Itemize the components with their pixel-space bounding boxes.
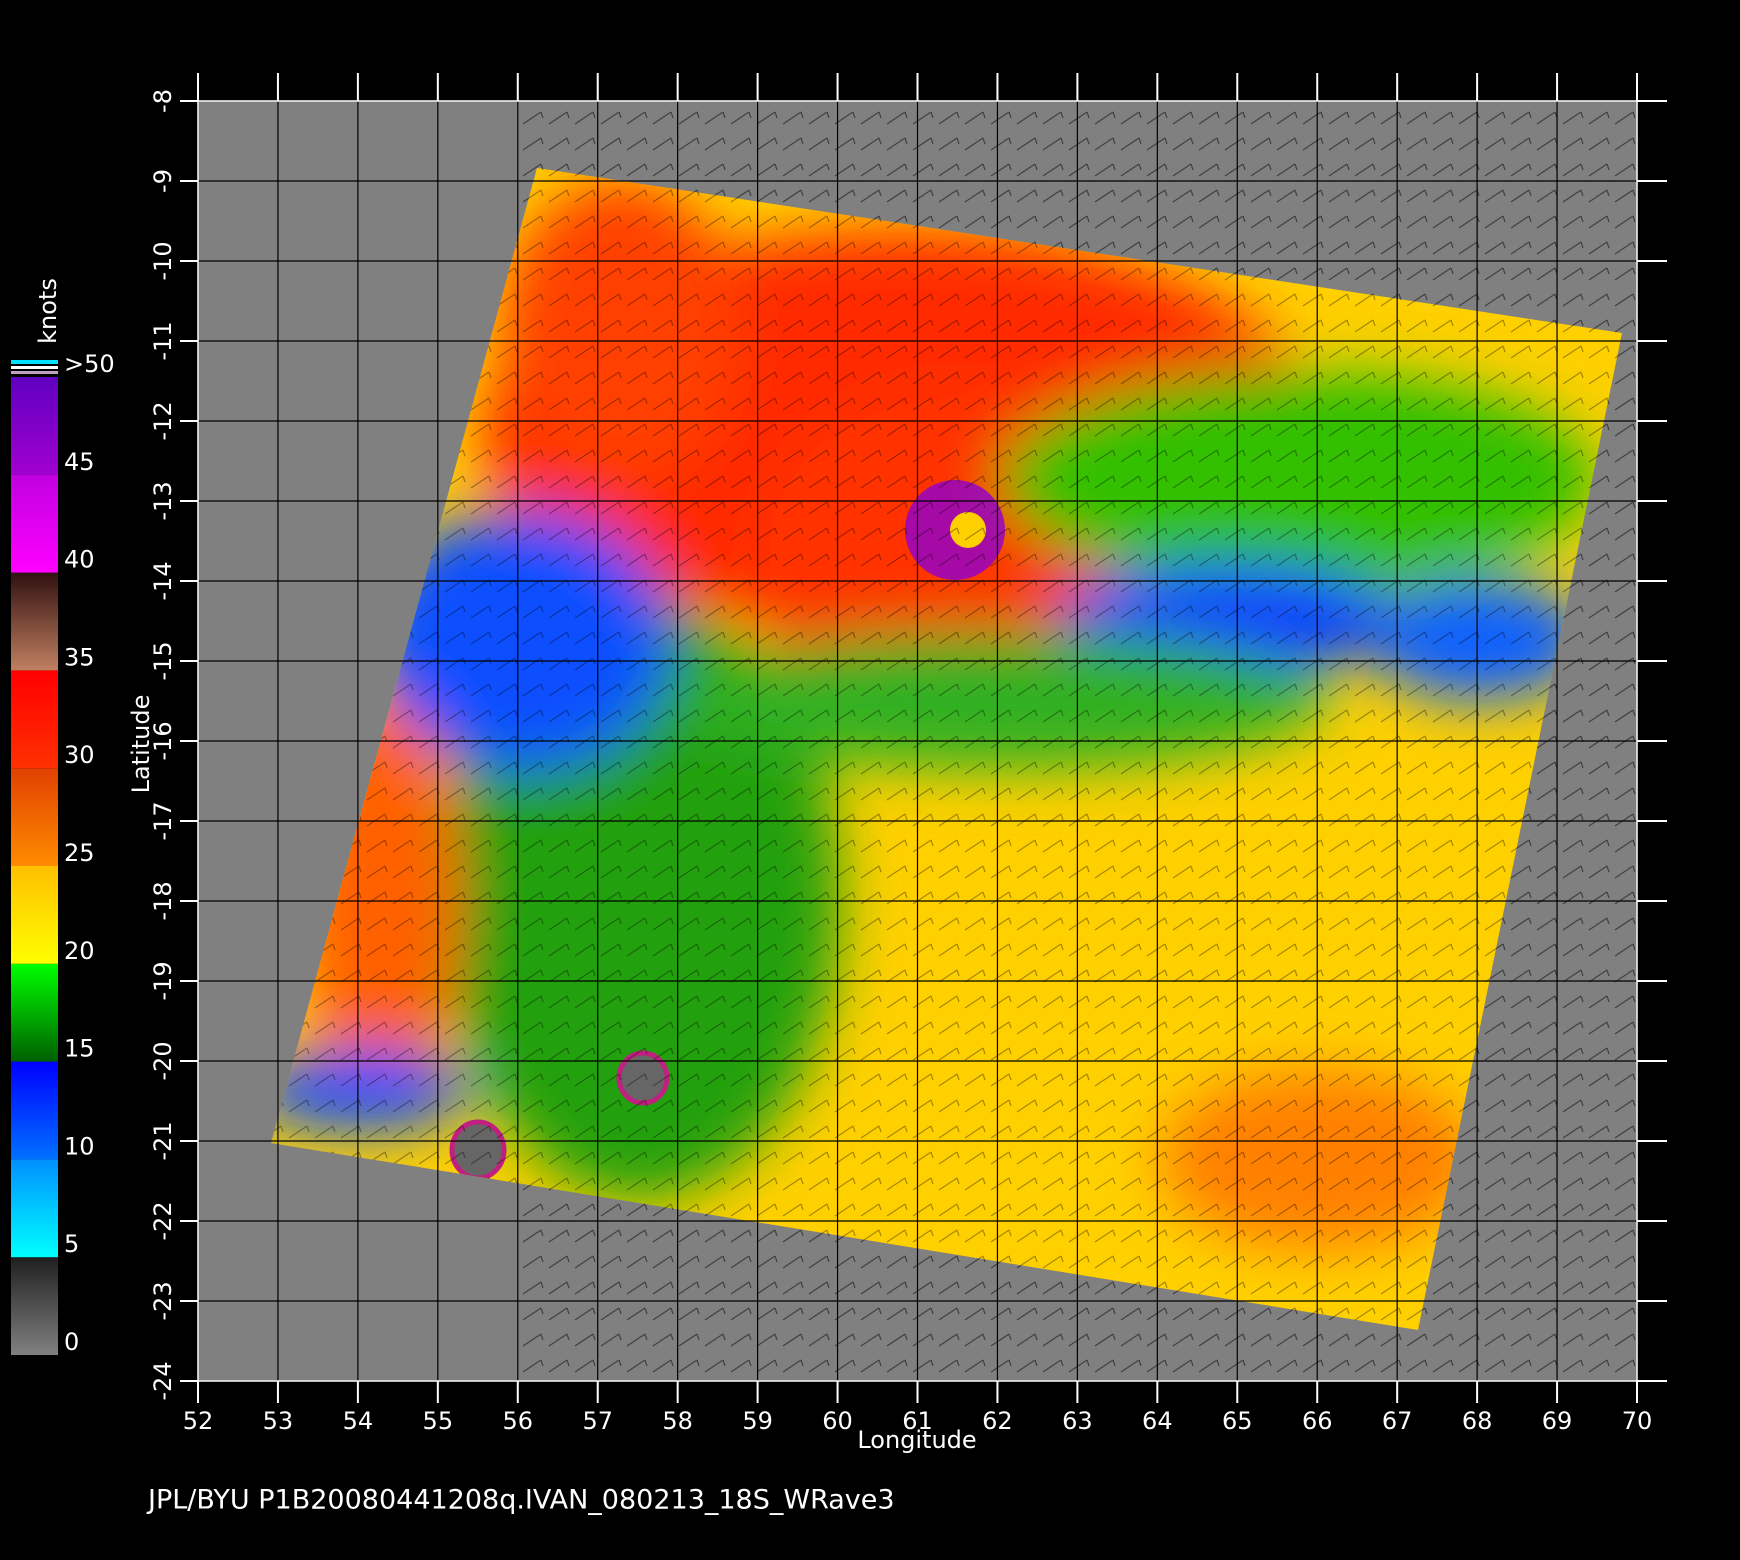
- overflow-stripe: [11, 371, 58, 374]
- x-tick-label: 66: [1302, 1407, 1333, 1435]
- y-tick-label: -23: [149, 1281, 177, 1320]
- y-tick-label: -13: [149, 481, 177, 520]
- x-tick-label: 61: [902, 1407, 933, 1435]
- x-tick-label: 57: [582, 1407, 613, 1435]
- x-tick-label: 59: [742, 1407, 773, 1435]
- y-tick-label: -20: [149, 1041, 177, 1080]
- colorbar-band: [11, 1159, 58, 1258]
- x-tick-label: 52: [183, 1407, 214, 1435]
- colorbar-tick-label: 0: [64, 1328, 79, 1356]
- y-tick-label: -11: [149, 321, 177, 360]
- colorbar-band: [11, 866, 58, 964]
- x-tick-label: 54: [343, 1407, 374, 1435]
- y-tick-label: -8: [149, 89, 177, 113]
- colorbar-band: [11, 768, 58, 866]
- colorbar-tick-label: 25: [64, 839, 95, 867]
- y-tick-label: -14: [149, 561, 177, 600]
- colorbar-tick-label: 10: [64, 1132, 95, 1160]
- colorbar-band: [11, 1061, 58, 1160]
- colorbar-tick-label: 5: [64, 1230, 79, 1258]
- y-tick-label: -9: [149, 169, 177, 193]
- colorbar-tick-label: 30: [64, 741, 95, 769]
- overflow-stripe: [11, 366, 58, 369]
- x-tick-label: 68: [1462, 1407, 1493, 1435]
- axes: 52 53 54 55 56 57 58 59 60 61 62 63 64 65 66 67 68 69 70 -2…: [149, 73, 1667, 1435]
- y-tick-label: -19: [149, 961, 177, 1000]
- y-tick-label: -24: [149, 1361, 177, 1400]
- y-tick-label: -15: [149, 641, 177, 680]
- x-tick-label: 70: [1622, 1407, 1653, 1435]
- x-tick-label: 60: [822, 1407, 853, 1435]
- x-tick-label: 63: [1062, 1407, 1093, 1435]
- colorbar-band: [11, 377, 58, 475]
- colorbar-band: [11, 572, 58, 671]
- footer: JPL/BYU P1B20080441208q.IVAN_080213_18S_…: [146, 1485, 895, 1516]
- overflow-stripe: [11, 360, 58, 364]
- colorbar-tick-label: >50: [64, 350, 115, 378]
- colorbar: 0 5 10 15 20 25 30 35 40 45 >50: [11, 350, 115, 1356]
- colorbar-tick-label: 15: [64, 1035, 95, 1063]
- x-tick-label: 67: [1382, 1407, 1413, 1435]
- x-tick-label: 55: [423, 1407, 454, 1435]
- x-axis-title: Longitude: [857, 1426, 976, 1454]
- x-tick-label: 58: [662, 1407, 693, 1435]
- colorbar-tick-label: 40: [64, 546, 95, 574]
- colorbar-tick-label: 45: [64, 448, 95, 476]
- x-tick-label: 62: [982, 1407, 1013, 1435]
- x-tick-label: 56: [503, 1407, 534, 1435]
- y-tick-label: -16: [149, 721, 177, 760]
- y-tick-label: -21: [149, 1121, 177, 1160]
- colorbar-band: [11, 474, 58, 573]
- x-tick-label: 65: [1222, 1407, 1253, 1435]
- colorbar-band: [11, 963, 58, 1062]
- y-axis-title: Latitude: [127, 695, 155, 794]
- colorbar-tick-label: 35: [64, 643, 95, 671]
- y-tick-label: -12: [149, 401, 177, 440]
- colorbar-band: [11, 1257, 58, 1355]
- colorbar-tick-label: 20: [64, 937, 95, 965]
- x-tick-label: 64: [1142, 1407, 1173, 1435]
- colorbar-title: knots: [34, 278, 62, 344]
- y-tick-label: -10: [149, 241, 177, 280]
- y-tick-label: -18: [149, 881, 177, 920]
- y-tick-label: -22: [149, 1201, 177, 1240]
- x-tick-label: 53: [263, 1407, 294, 1435]
- colorbar-band: [11, 670, 58, 769]
- x-tick-label: 69: [1542, 1407, 1573, 1435]
- plot-frame: [197, 100, 1638, 1382]
- y-tick-label: -17: [149, 801, 177, 840]
